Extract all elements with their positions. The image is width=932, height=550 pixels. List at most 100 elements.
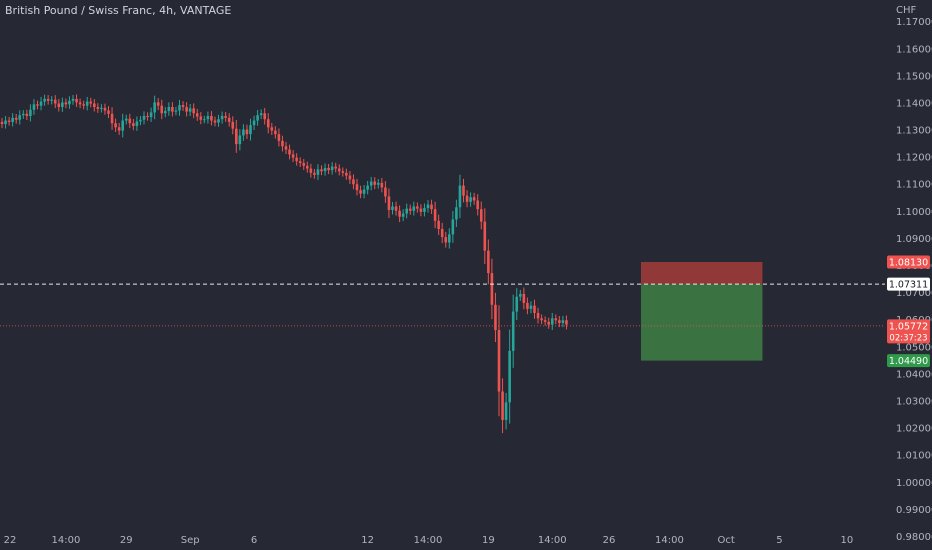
candle-body [377, 182, 380, 185]
candle [334, 162, 337, 173]
y-tick-label: 1.15000 [896, 71, 932, 82]
candle-body [526, 302, 529, 309]
candle-body [43, 98, 46, 102]
candle [199, 112, 203, 125]
candle [96, 103, 100, 113]
candle-body [210, 115, 213, 121]
candle [245, 124, 249, 139]
candle [384, 181, 387, 203]
candle-body [0, 121, 4, 125]
candle [302, 158, 306, 171]
candle [29, 104, 32, 122]
candle-body [547, 321, 550, 325]
candle-body [213, 120, 217, 123]
candle [561, 316, 565, 328]
candle-body [536, 312, 540, 319]
entry-price-tag-bg [887, 277, 930, 291]
candle [14, 113, 18, 124]
candle-body [405, 208, 408, 214]
y-tick-label: 1.10000 [896, 207, 932, 218]
candle [469, 192, 472, 207]
candle-body [192, 108, 195, 114]
candle [46, 94, 50, 105]
candle [192, 103, 195, 119]
x-tick-label: 12 [361, 535, 374, 546]
candle-body [46, 98, 50, 101]
y-tick-label: 1.12000 [896, 153, 932, 164]
candle [550, 312, 554, 331]
candle [39, 96, 43, 111]
candle [408, 204, 412, 215]
candle [121, 113, 124, 138]
candle-body [245, 129, 249, 135]
candle-body [543, 320, 547, 322]
candle [32, 99, 36, 115]
candle [391, 201, 394, 215]
candle-body [550, 318, 554, 325]
candle [483, 208, 487, 265]
candle [547, 317, 550, 329]
candle [366, 180, 369, 195]
candle-body [203, 119, 206, 121]
candle-body [238, 135, 242, 145]
candle [181, 101, 185, 111]
candle-body [93, 103, 96, 108]
candle-body [313, 172, 316, 175]
y-tick-label: 1.03000 [896, 396, 932, 407]
candle-body [78, 102, 82, 105]
candle-body [504, 402, 508, 420]
candle [0, 117, 4, 129]
candle [501, 378, 504, 434]
candle [274, 126, 277, 139]
candle [281, 135, 284, 152]
candle [242, 124, 245, 141]
candle [174, 106, 178, 116]
candle-body [242, 129, 245, 136]
candle-body [359, 190, 362, 194]
candle-body [362, 189, 366, 194]
candle [330, 162, 334, 175]
candle-body [345, 172, 348, 176]
candle-body [284, 146, 288, 150]
candle [440, 222, 444, 244]
candle [320, 165, 323, 176]
candle [394, 201, 398, 216]
candle [536, 307, 540, 324]
candle [316, 164, 320, 180]
candle [259, 109, 263, 120]
candle [36, 100, 39, 110]
y-tick-label: 1.02000 [896, 424, 932, 435]
candle-body [533, 305, 536, 313]
candle [345, 168, 348, 180]
stop-loss-zone[interactable] [641, 261, 763, 285]
candle [107, 106, 110, 119]
candle [270, 122, 274, 135]
candle [451, 210, 455, 243]
candle [249, 118, 252, 141]
candle-body [132, 123, 135, 126]
candle [504, 392, 508, 430]
candle [526, 297, 529, 315]
candle [61, 97, 64, 112]
candle-body [110, 113, 114, 124]
take-profit-zone[interactable] [641, 284, 763, 361]
candle [85, 96, 89, 111]
candle-body [490, 273, 494, 305]
candle-body [220, 115, 224, 120]
candle [426, 200, 430, 213]
candle [472, 192, 476, 205]
candle [164, 107, 167, 118]
candle-body [185, 107, 188, 112]
candle-body [306, 165, 309, 169]
candle-body [281, 140, 284, 147]
candle-body [430, 204, 433, 210]
candle [57, 99, 61, 112]
x-tick-label: 26 [603, 535, 616, 546]
candle-body [309, 168, 313, 173]
candle-body [487, 250, 490, 274]
candle [227, 113, 231, 127]
candle [114, 118, 117, 133]
candle [266, 113, 270, 134]
